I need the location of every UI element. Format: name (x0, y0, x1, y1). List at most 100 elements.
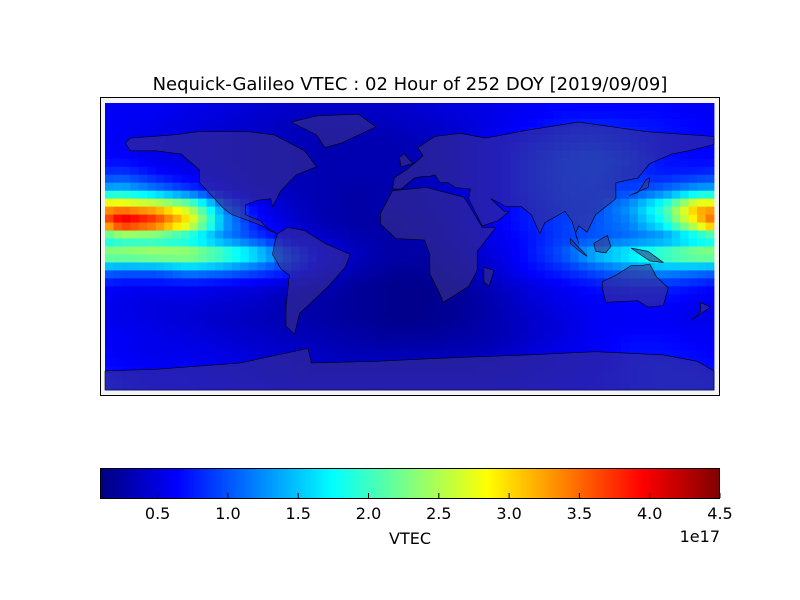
heat-cell (324, 318, 334, 327)
heat-cell (214, 214, 224, 223)
heat-cell (578, 246, 588, 255)
heat-cell (172, 110, 182, 120)
heat-cell (257, 214, 267, 223)
heat-cell (248, 103, 258, 112)
heat-cell (138, 182, 148, 192)
heat-cell (434, 118, 444, 128)
heat-cell (511, 294, 520, 303)
heat-cell (485, 262, 495, 271)
heat-cell (697, 326, 706, 335)
heat-cell (358, 318, 368, 327)
heat-cell (578, 262, 588, 271)
heat-cell (350, 206, 360, 216)
heat-cell (409, 334, 419, 343)
heat-cell (138, 230, 148, 239)
heat-cell (155, 294, 165, 303)
heat-cell (553, 342, 563, 351)
heat-cell (333, 334, 343, 343)
heat-cell (426, 294, 436, 303)
heat-cell (570, 270, 580, 279)
heat-cell (434, 182, 444, 192)
heat-cell (240, 310, 250, 319)
heat-cell (663, 334, 673, 343)
heat-cell (299, 206, 309, 216)
heat-cell (138, 334, 148, 343)
heat-cell (637, 230, 647, 239)
heat-cell (536, 286, 546, 295)
heat-cell (138, 262, 148, 271)
heat-cell (654, 206, 664, 216)
heat-cell (671, 158, 681, 168)
heat-cell (350, 190, 360, 200)
heat-cell (527, 214, 537, 223)
heat-cell (189, 230, 199, 239)
heat-cell (206, 246, 216, 255)
heat-cell (333, 206, 343, 216)
heat-cell (417, 126, 427, 136)
heat-cell (198, 198, 207, 208)
heat-cell (181, 158, 190, 168)
heat-cell (392, 246, 402, 255)
heat-cell (223, 214, 233, 223)
heat-cell (671, 182, 681, 192)
heat-cell (663, 103, 673, 112)
heat-cell (612, 190, 622, 200)
heat-cell (206, 278, 216, 287)
heat-cell (282, 334, 292, 343)
heat-cell (409, 142, 419, 152)
heat-cell (189, 318, 199, 327)
heat-cell (578, 103, 588, 112)
heat-cell (375, 230, 385, 239)
heat-cell (671, 278, 681, 287)
heat-cell (240, 110, 250, 120)
heat-cell (485, 286, 495, 295)
heat-cell (299, 103, 309, 112)
heat-cell (434, 342, 444, 351)
heat-cell (105, 174, 114, 184)
heat-cell (494, 254, 503, 263)
heat-cell (384, 103, 393, 112)
heat-cell (324, 198, 334, 208)
heat-cell (409, 278, 419, 287)
heat-cell (519, 342, 529, 351)
heat-cell (257, 126, 267, 136)
heat-cell (138, 358, 148, 367)
heat-cell (105, 366, 114, 375)
heat-cell (460, 286, 470, 295)
heat-cell (147, 278, 157, 287)
heat-cell (468, 310, 478, 319)
heat-cell (688, 198, 698, 208)
heat-cell (333, 158, 343, 168)
heat-cell (198, 294, 207, 303)
heat-cell (274, 198, 284, 208)
heat-cell (231, 238, 241, 247)
heat-cell (680, 278, 690, 287)
heat-cell (392, 302, 402, 311)
heat-cell (680, 270, 690, 279)
heat-cell (367, 222, 377, 231)
heat-cell (164, 166, 174, 176)
heat-cell (181, 334, 190, 343)
heat-cell (697, 198, 706, 208)
heat-cell (375, 126, 385, 136)
heat-cell (604, 326, 613, 335)
heat-cell (316, 166, 326, 176)
heat-cell (697, 214, 706, 223)
heat-cell (553, 214, 563, 223)
heat-cell (350, 134, 360, 144)
heat-cell (401, 302, 410, 311)
heat-cell (604, 262, 613, 271)
heat-cell (561, 110, 571, 120)
heat-cell (578, 278, 588, 287)
heat-cell (451, 103, 461, 112)
heat-cell (451, 334, 461, 343)
heat-cell (705, 318, 715, 327)
heat-cell (105, 318, 114, 327)
heat-cell (155, 318, 165, 327)
heat-cell (620, 342, 630, 351)
heat-cell (519, 270, 529, 279)
heat-cell (138, 174, 148, 184)
heat-cell (663, 110, 673, 120)
heat-cell (417, 110, 427, 120)
